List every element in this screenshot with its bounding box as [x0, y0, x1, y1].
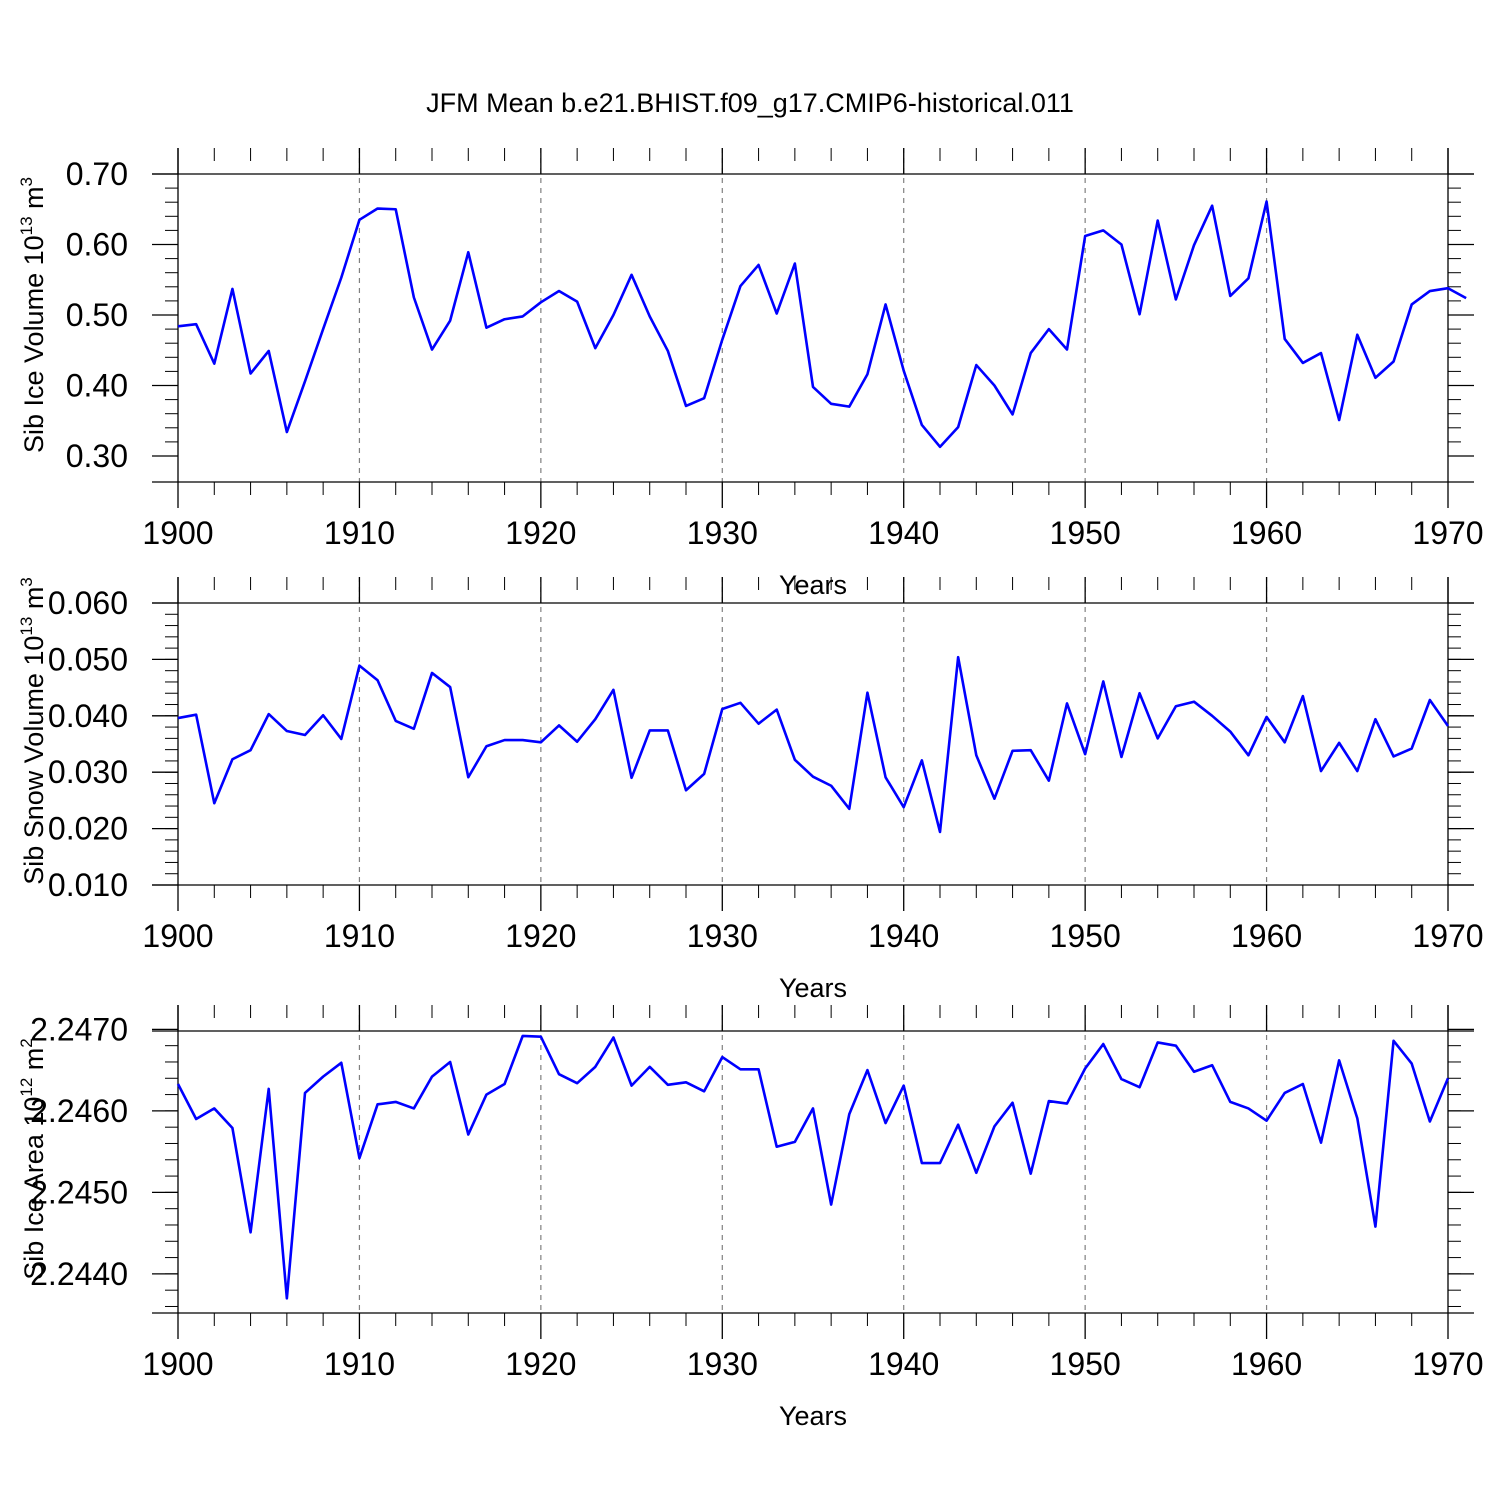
x-tick-label: 1930: [687, 515, 758, 551]
x-tick-label: 1950: [1050, 1346, 1121, 1382]
y-tick-label: 2.2450: [30, 1174, 128, 1210]
y-tick-label: 0.060: [48, 585, 128, 621]
x-tick-label: 1920: [505, 1346, 576, 1382]
series-line: [176, 1034, 1450, 1300]
x-tick-label: 1960: [1231, 918, 1302, 954]
x-tick-label: 1950: [1050, 515, 1121, 551]
x-tick-label: 1970: [1412, 515, 1483, 551]
y-tick-label: 0.50: [66, 297, 128, 333]
y-tick-label: 0.030: [48, 754, 128, 790]
x-tick-label: 1930: [687, 918, 758, 954]
x-tick-label: 1960: [1231, 515, 1302, 551]
x-axis-label: Years: [779, 1401, 847, 1431]
x-axis-label: Years: [779, 570, 847, 600]
y-tick-label: 0.40: [66, 368, 128, 404]
y-axis-label: Sib Ice Volume 1013 m3: [17, 177, 49, 453]
y-axis-label: Sib Ice Area 1012 m2: [17, 1038, 49, 1280]
series-line: [177, 200, 1467, 449]
y-tick-label: 0.70: [66, 156, 128, 192]
x-tick-label: 1900: [142, 515, 213, 551]
x-tick-label: 1950: [1050, 918, 1121, 954]
y-tick-label: 2.2460: [30, 1093, 128, 1129]
y-tick-label: 0.040: [48, 698, 128, 734]
y-tick-label: 0.050: [48, 641, 128, 677]
y-tick-label: 2.2470: [30, 1011, 128, 1047]
x-axis-label: Years: [779, 973, 847, 1003]
x-tick-label: 1970: [1412, 918, 1483, 954]
y-axis-label: Sib Snow Volume 1013 m3: [17, 577, 49, 885]
y-tick-label: 2.2440: [30, 1256, 128, 1292]
x-tick-label: 1910: [324, 1346, 395, 1382]
x-tick-label: 1960: [1231, 1346, 1302, 1382]
panel-1: 0.30 0.40 0.50 0.60 0.70 1900 1910 1920 1930 1940…: [17, 148, 1484, 600]
y-tick-label: 0.010: [48, 867, 128, 903]
x-tick-label: 1920: [505, 918, 576, 954]
x-tick-label: 1970: [1412, 1346, 1483, 1382]
figure-title: JFM Mean b.e21.BHIST.f09_g17.CMIP6-histo…: [426, 88, 1074, 118]
x-tick-label: 1900: [142, 918, 213, 954]
y-tick-label: 0.020: [48, 811, 128, 847]
panel-3: 2.2440 2.2450 2.2460 2.2470 1900 1910 1920 1930…: [17, 1005, 1484, 1431]
x-tick-label: 1940: [868, 515, 939, 551]
y-tick-label: 0.60: [66, 227, 128, 263]
x-tick-label: 1900: [142, 1346, 213, 1382]
x-tick-label: 1910: [324, 918, 395, 954]
panel-2: 0.010 0.020 0.030 0.040 0.050 0.060 1900 1910 19…: [17, 577, 1484, 1003]
series-line: [177, 655, 1450, 834]
y-tick-label: 0.30: [66, 438, 128, 474]
x-tick-label: 1920: [505, 515, 576, 551]
x-tick-label: 1910: [324, 515, 395, 551]
x-tick-label: 1940: [868, 918, 939, 954]
x-tick-label: 1930: [687, 1346, 758, 1382]
x-tick-label: 1940: [868, 1346, 939, 1382]
